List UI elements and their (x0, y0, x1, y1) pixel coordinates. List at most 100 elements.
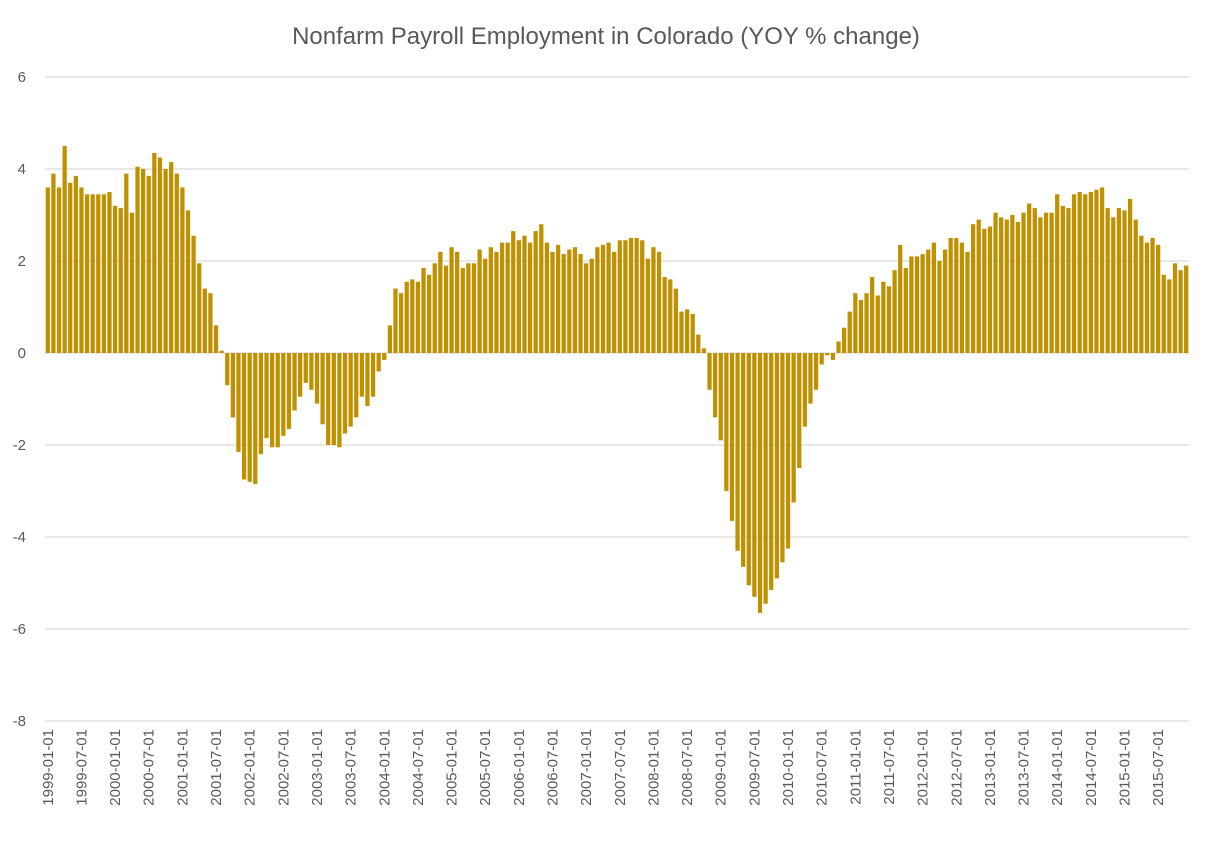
bar (281, 353, 286, 436)
x-tick-label: 2014-07-01 (1083, 729, 1100, 806)
bar (499, 242, 505, 353)
x-tick-label: 2003-07-01 (343, 729, 360, 806)
bar (701, 348, 707, 353)
bar (415, 281, 421, 353)
bar (264, 353, 269, 439)
bar (903, 267, 908, 353)
bar (68, 182, 73, 353)
bar (673, 288, 679, 353)
bar (965, 251, 970, 353)
x-tick-label: 2010-01-01 (780, 729, 797, 806)
bar (729, 353, 735, 521)
bar (774, 353, 779, 579)
bar (920, 254, 925, 353)
x-tick-label: 1999-01-01 (40, 729, 57, 806)
bar (600, 244, 606, 353)
bar (129, 212, 135, 353)
bar (914, 256, 920, 353)
bar (1038, 217, 1043, 353)
bar (752, 353, 757, 597)
bar (926, 249, 931, 353)
bar (808, 353, 813, 404)
bar (836, 341, 841, 353)
bar (477, 249, 482, 353)
bar (780, 353, 785, 563)
bar (225, 353, 230, 386)
bar (769, 353, 774, 590)
bar (959, 242, 965, 353)
bar (830, 353, 836, 360)
bar (763, 353, 768, 604)
bar (690, 313, 695, 353)
x-tick-label: 2007-01-01 (578, 729, 595, 806)
bar (398, 293, 404, 353)
bar (550, 251, 555, 353)
bar (656, 251, 662, 353)
y-tick-label: 0 (18, 345, 26, 362)
x-axis: 1999-01-01 1999-07-01 2000-01-01 2000-07-01… (40, 729, 1167, 806)
bar (1027, 203, 1032, 353)
bar (578, 254, 583, 353)
bar (1178, 270, 1183, 353)
bar (303, 353, 308, 383)
bar (1167, 279, 1172, 353)
bar (213, 325, 219, 353)
bar (342, 353, 348, 434)
bar (471, 263, 477, 353)
bar (488, 247, 493, 353)
bar (370, 353, 376, 397)
bar (1021, 212, 1026, 353)
bar (735, 353, 740, 551)
x-tick-label: 2006-01-01 (511, 729, 528, 806)
bar (286, 353, 292, 429)
bar (174, 173, 179, 353)
bar (522, 235, 527, 353)
bar (757, 353, 763, 613)
bar (511, 231, 516, 353)
x-tick-label: 2011-01-01 (847, 729, 864, 805)
bar (561, 254, 566, 353)
bar (595, 247, 600, 353)
bar (819, 353, 824, 365)
bar (718, 353, 723, 441)
bar (970, 224, 976, 353)
x-tick-label: 2012-07-01 (948, 729, 965, 806)
bar (169, 162, 174, 353)
bar (870, 277, 875, 353)
y-tick-label: -8 (13, 713, 26, 730)
x-tick-label: 2013-07-01 (1016, 729, 1033, 806)
bar (298, 353, 303, 397)
bar (141, 169, 146, 353)
bar (309, 353, 314, 390)
bar (612, 251, 617, 353)
bar (253, 353, 258, 485)
bar (107, 192, 112, 353)
bar (1083, 194, 1088, 353)
bar (1127, 198, 1133, 353)
bar (443, 265, 449, 353)
bar (993, 212, 998, 353)
bar (785, 353, 791, 549)
bar (320, 353, 325, 425)
x-tick-label: 2009-01-01 (713, 729, 730, 806)
bar (825, 353, 830, 356)
bar (79, 187, 84, 353)
bar (864, 293, 869, 353)
x-tick-label: 2000-01-01 (107, 729, 124, 806)
bar (628, 238, 634, 353)
bar (393, 288, 398, 353)
bar (1116, 208, 1122, 353)
bar (90, 194, 95, 353)
bar (841, 327, 847, 353)
bar (146, 175, 151, 353)
y-tick-label: 2 (18, 253, 26, 270)
bar (1010, 215, 1015, 353)
bar (382, 353, 387, 360)
bar (1077, 192, 1082, 353)
bar (858, 300, 864, 353)
x-tick-label: 2004-07-01 (410, 729, 427, 806)
bar (746, 353, 751, 586)
x-tick-label: 2009-07-01 (746, 729, 763, 806)
bar (1111, 217, 1116, 353)
x-tick-label: 2008-01-01 (645, 729, 662, 806)
